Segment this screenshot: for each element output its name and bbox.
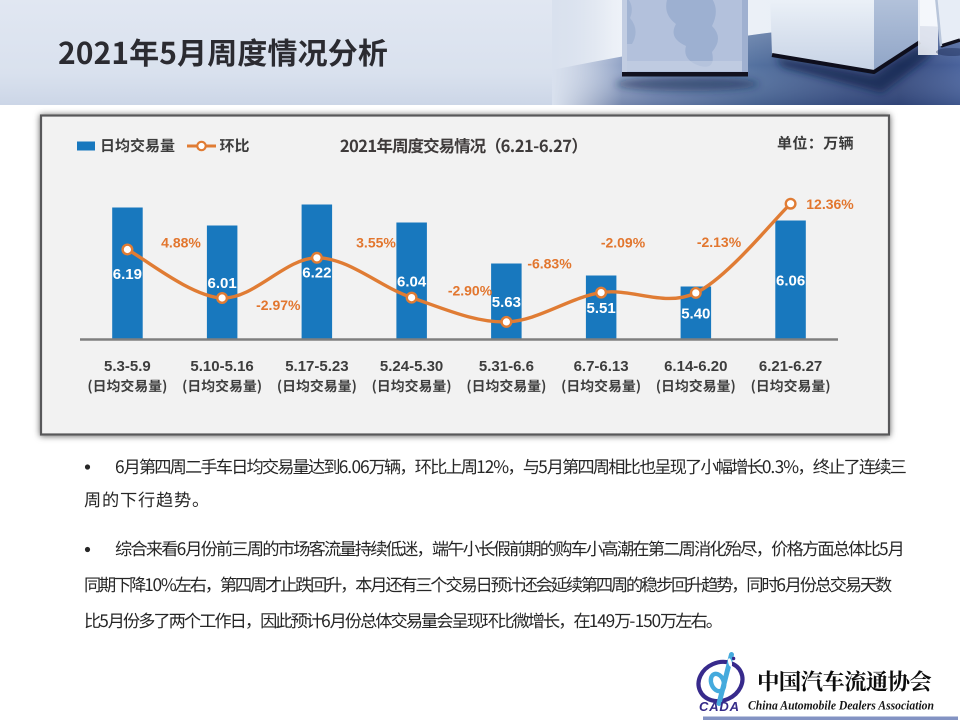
svg-text:3.55%: 3.55% [356,235,396,251]
svg-text:6.21-6.27: 6.21-6.27 [759,358,822,375]
svg-text:4.88%: 4.88% [161,235,201,251]
svg-text:-6.83%: -6.83% [527,256,572,272]
svg-text:6.01: 6.01 [207,275,236,292]
svg-text:-2.90%: -2.90% [448,283,493,299]
svg-text:-2.13%: -2.13% [697,234,742,250]
svg-text:5.63: 5.63 [492,294,521,311]
svg-text:6.19: 6.19 [113,266,142,283]
svg-text:CADA: CADA [699,699,740,714]
svg-text:5.10-5.16: 5.10-5.16 [190,358,253,375]
svg-text:6.04: 6.04 [397,273,427,290]
svg-text:5.40: 5.40 [681,305,710,322]
svg-text:6.06: 6.06 [776,272,805,289]
svg-text:5.3-5.9: 5.3-5.9 [104,358,151,375]
svg-text:6.7-6.13: 6.7-6.13 [574,358,629,375]
svg-text:China Automobile Dealers Assoc: China Automobile Dealers Association [748,699,934,713]
svg-text:-2.97%: -2.97% [256,297,301,313]
svg-text:5.51: 5.51 [586,300,615,317]
svg-text:5.24-5.30: 5.24-5.30 [380,358,443,375]
svg-text:12.36%: 12.36% [806,196,854,212]
svg-text:5.31-6.6: 5.31-6.6 [479,358,534,375]
svg-text:6.14-6.20: 6.14-6.20 [664,358,727,375]
svg-text:5.17-5.23: 5.17-5.23 [285,358,348,375]
svg-text:6.22: 6.22 [302,264,331,281]
svg-text:-2.09%: -2.09% [601,235,646,251]
